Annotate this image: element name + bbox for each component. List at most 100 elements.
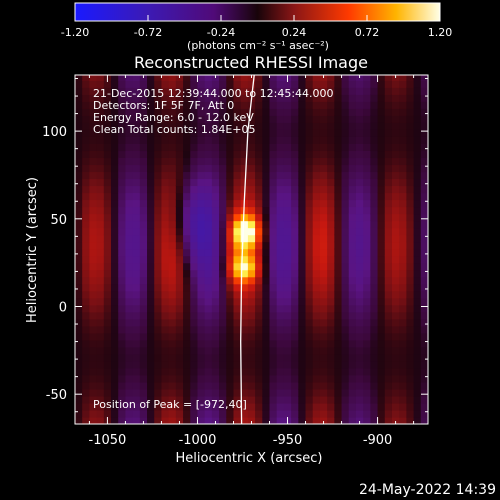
heatmap-cell xyxy=(399,311,407,320)
heatmap-cell xyxy=(118,269,127,278)
heatmap-cell xyxy=(183,213,191,222)
heatmap-cell xyxy=(226,241,235,250)
heatmap-cell xyxy=(413,402,422,411)
heatmap-cell xyxy=(377,248,386,257)
heatmap-cell xyxy=(384,87,393,95)
heatmap-cell xyxy=(183,325,191,334)
heatmap-cell xyxy=(111,381,119,390)
heatmap-cell xyxy=(183,276,191,285)
heatmap-cell xyxy=(370,234,379,243)
heatmap-cell xyxy=(262,164,271,173)
heatmap-cell xyxy=(75,353,83,362)
heatmap-cell xyxy=(283,353,292,362)
heatmap-cell xyxy=(363,353,371,362)
heatmap-cell xyxy=(211,192,220,201)
heatmap-cell xyxy=(147,332,155,341)
heatmap-cell xyxy=(103,115,112,123)
heatmap-cell xyxy=(96,108,105,116)
heatmap-cell xyxy=(219,381,227,390)
heatmap-cell xyxy=(406,108,415,116)
heatmap-cell xyxy=(348,227,357,236)
heatmap-cell xyxy=(283,164,292,173)
heatmap-cell xyxy=(377,213,386,222)
heatmap-cell xyxy=(312,332,321,341)
heatmap-cell xyxy=(298,171,307,180)
heatmap-cell xyxy=(413,262,422,271)
heatmap-cell xyxy=(183,150,191,159)
heatmap-cell xyxy=(219,276,227,285)
heatmap-cell xyxy=(233,367,242,376)
heatmap-cell xyxy=(118,227,127,236)
heatmap-cell xyxy=(355,409,364,418)
heatmap-cell xyxy=(132,143,141,152)
heatmap-cell xyxy=(183,164,191,173)
heatmap-cell xyxy=(377,381,386,390)
heatmap-cell xyxy=(247,318,256,327)
heatmap-cell xyxy=(82,283,90,292)
heatmap-cell xyxy=(399,227,407,236)
heatmap-cell xyxy=(147,269,155,278)
heatmap-cell xyxy=(262,136,271,144)
heatmap-cell xyxy=(132,409,141,418)
heatmap-cell xyxy=(226,367,235,376)
heatmap-cell xyxy=(391,325,400,334)
heatmap-cell xyxy=(103,318,112,327)
heatmap-cell xyxy=(312,318,321,327)
heatmap-cell xyxy=(262,318,271,327)
heatmap-cell xyxy=(341,87,350,95)
heatmap-cell xyxy=(233,283,242,292)
heatmap-cell xyxy=(89,185,98,194)
heatmap-cell xyxy=(370,164,379,173)
heatmap-cell xyxy=(89,367,98,376)
heatmap-cell xyxy=(183,269,191,278)
heatmap-cell xyxy=(175,311,184,320)
heatmap-cell xyxy=(175,157,184,166)
heatmap-cell xyxy=(305,199,314,208)
heatmap-cell xyxy=(341,171,350,180)
heatmap-cell xyxy=(147,360,155,369)
heatmap-cell xyxy=(125,199,134,208)
heatmap-cell xyxy=(312,353,321,362)
heatmap-cell xyxy=(190,178,199,187)
heatmap-cell xyxy=(111,75,119,81)
heatmap-cell xyxy=(154,325,163,334)
heatmap-cell xyxy=(399,157,407,166)
heatmap-cell xyxy=(89,402,98,411)
heatmap-cell xyxy=(247,283,256,292)
heatmap-cell xyxy=(348,234,357,243)
heatmap-cell xyxy=(298,129,307,137)
heatmap-cell xyxy=(75,75,83,81)
heatmap-cell xyxy=(305,171,314,180)
heatmap-cell xyxy=(262,269,271,278)
heatmap-cell xyxy=(377,283,386,292)
heatmap-cell xyxy=(327,248,335,257)
heatmap-cell xyxy=(125,227,134,236)
heatmap-cell xyxy=(111,297,119,306)
heatmap-cell xyxy=(334,339,343,348)
heatmap-cell xyxy=(341,346,350,355)
heatmap-cell xyxy=(132,227,141,236)
heatmap-cell xyxy=(240,318,249,327)
heatmap-cell xyxy=(118,325,127,334)
heatmap-cell xyxy=(363,318,371,327)
heatmap-cell xyxy=(240,164,249,173)
heatmap-cell xyxy=(82,108,90,116)
heatmap-cell xyxy=(399,297,407,306)
heatmap-cell xyxy=(370,395,379,404)
heatmap-cell xyxy=(391,311,400,320)
heatmap-cell xyxy=(283,213,292,222)
heatmap-cell xyxy=(399,374,407,383)
heatmap-cell xyxy=(103,283,112,292)
heatmap-cell xyxy=(370,129,379,137)
heatmap-cell xyxy=(211,220,220,229)
heatmap-cell xyxy=(406,297,415,306)
heatmap-cell xyxy=(355,311,364,320)
heatmap-cell xyxy=(183,227,191,236)
heatmap-cell xyxy=(334,297,343,306)
heatmap-cell xyxy=(82,199,90,208)
heatmap-cell xyxy=(139,143,148,152)
heatmap-cell xyxy=(161,87,170,95)
heatmap-cell xyxy=(420,360,428,369)
heatmap-cell xyxy=(413,374,422,383)
heatmap-cell xyxy=(111,234,119,243)
